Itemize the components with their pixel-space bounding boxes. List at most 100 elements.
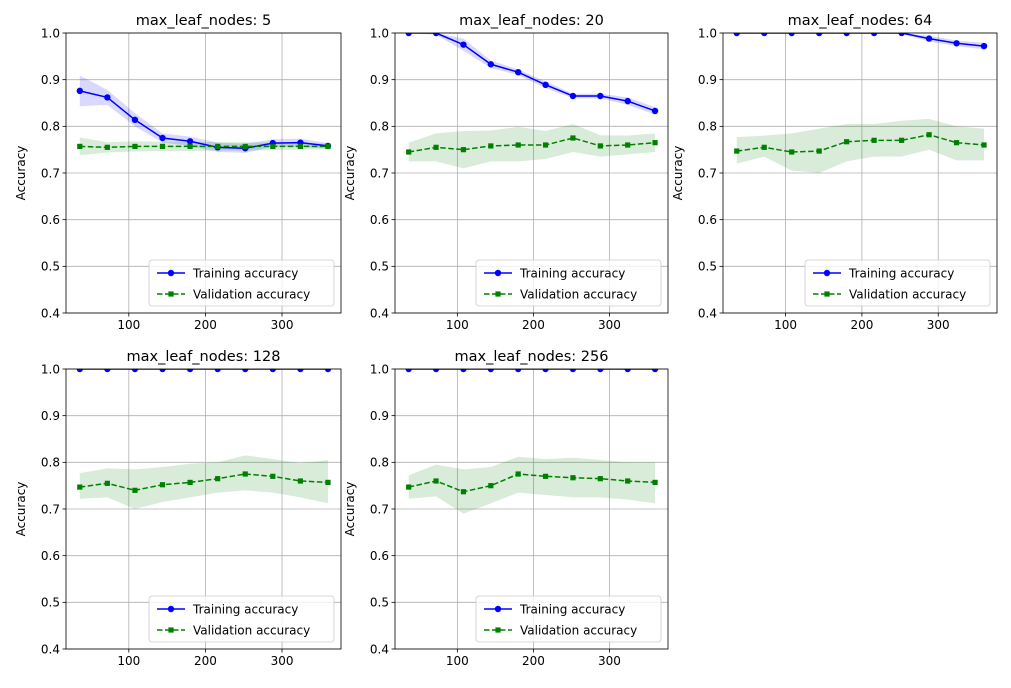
- subplot-title: max_leaf_nodes: 5: [136, 13, 272, 29]
- validation-point: [433, 144, 439, 150]
- training-point: [925, 35, 933, 42]
- legend-box: [148, 259, 335, 307]
- y-tick-label: 1.0: [41, 362, 60, 376]
- y-tick-label: 0.6: [41, 549, 60, 563]
- legend-validation-marker: [495, 627, 501, 633]
- y-tick-label: 0.6: [370, 213, 389, 227]
- x-tick-label: 200: [522, 318, 545, 332]
- y-tick-label: 1.0: [698, 26, 717, 40]
- y-tick-label: 1.0: [41, 26, 60, 40]
- y-tick-label: 0.4: [41, 306, 60, 320]
- legend: Training accuracy Validation accuracy: [148, 595, 335, 643]
- plot-area: [76, 369, 332, 509]
- validation-point: [953, 140, 960, 146]
- y-tick-label: 1.0: [370, 26, 389, 40]
- y-axis-label: Accuracy: [14, 482, 28, 537]
- validation-point: [515, 471, 521, 477]
- y-tick-label: 0.6: [41, 213, 60, 227]
- legend-training-label: Training accuracy: [519, 602, 625, 616]
- validation-point: [542, 142, 549, 148]
- x-tick-label: 200: [850, 318, 873, 332]
- validation-point: [625, 142, 631, 148]
- y-tick-label: 0.7: [41, 166, 60, 180]
- validation-point: [159, 482, 166, 488]
- training-point: [104, 369, 111, 373]
- y-tick-label: 0.8: [370, 120, 389, 134]
- validation-point: [789, 149, 795, 155]
- validation-point: [187, 479, 193, 485]
- x-tick-label: 300: [271, 654, 294, 668]
- training-point: [815, 33, 823, 37]
- legend-box: [475, 595, 662, 643]
- x-tick-label: 300: [271, 318, 294, 332]
- training-point: [761, 33, 768, 37]
- x-tick-label: 300: [598, 654, 621, 668]
- subplot: 100 200 300 0.4 0.5 0.6 0.7 0.8 0.9 1.0 max_leaf_n…: [671, 13, 998, 332]
- training-line: [408, 33, 656, 112]
- plot-area: [405, 33, 659, 169]
- legend-box: [804, 259, 991, 307]
- legend-training-marker: [494, 269, 502, 277]
- y-tick-label: 0.5: [370, 260, 389, 274]
- validation-point: [242, 143, 248, 149]
- y-tick-label: 0.7: [370, 166, 389, 180]
- y-tick-label: 0.4: [370, 306, 389, 320]
- y-tick-label: 0.5: [370, 596, 389, 610]
- training-point: [788, 33, 795, 37]
- training-point: [131, 369, 139, 373]
- legend-validation-marker: [168, 627, 174, 633]
- training-band: [79, 75, 328, 153]
- training-point: [269, 369, 277, 373]
- validation-point: [871, 137, 877, 143]
- subplot-title: max_leaf_nodes: 64: [788, 13, 933, 29]
- training-point: [405, 369, 412, 373]
- x-tick-label: 300: [598, 318, 621, 332]
- training-point: [569, 369, 577, 373]
- subplot: 100 200 300 0.4 0.5 0.6 0.7 0.8 0.9 1.0 max_leaf_n…: [14, 349, 342, 668]
- validation-line: [79, 145, 328, 149]
- validation-point: [625, 478, 631, 484]
- y-tick-label: 0.5: [41, 260, 60, 274]
- validation-point: [187, 143, 193, 149]
- training-point: [405, 33, 412, 37]
- validation-band: [408, 124, 656, 169]
- legend-training-marker: [494, 605, 502, 613]
- validation-line: [408, 137, 656, 153]
- training-line: [736, 33, 985, 47]
- legend: Training accuracy Validation accuracy: [475, 595, 662, 643]
- validation-point: [406, 484, 412, 490]
- validation-line: [79, 473, 329, 492]
- y-tick-label: 0.5: [698, 260, 717, 274]
- legend: Training accuracy Validation accuracy: [475, 259, 662, 307]
- legend-training-label: Training accuracy: [848, 266, 954, 280]
- validation-point: [761, 144, 767, 150]
- training-point: [898, 33, 905, 37]
- validation-point: [270, 143, 276, 149]
- training-point: [870, 33, 878, 37]
- subplot-title: max_leaf_nodes: 256: [455, 349, 609, 365]
- x-tick-label: 200: [194, 318, 217, 332]
- legend-training-marker: [167, 605, 175, 613]
- validation-point: [297, 143, 304, 149]
- y-tick-label: 0.7: [370, 502, 389, 516]
- validation-point: [406, 149, 412, 155]
- training-point: [487, 61, 495, 68]
- training-point: [324, 369, 332, 373]
- validation-band: [736, 118, 985, 173]
- training-point: [651, 107, 659, 115]
- y-tick-label: 0.5: [41, 596, 60, 610]
- validation-line: [408, 473, 656, 493]
- validation-point: [77, 143, 83, 149]
- validation-point: [104, 144, 110, 150]
- validation-point: [597, 476, 603, 482]
- training-point: [159, 134, 166, 142]
- y-axis-label: Accuracy: [343, 482, 357, 537]
- validation-point: [816, 148, 822, 154]
- y-tick-label: 1.0: [370, 362, 389, 376]
- y-tick-label: 0.9: [41, 73, 60, 87]
- legend-validation-label: Validation accuracy: [520, 623, 637, 637]
- legend: Training accuracy Validation accuracy: [148, 259, 335, 307]
- validation-point: [652, 479, 658, 485]
- legend-training-label: Training accuracy: [192, 602, 298, 616]
